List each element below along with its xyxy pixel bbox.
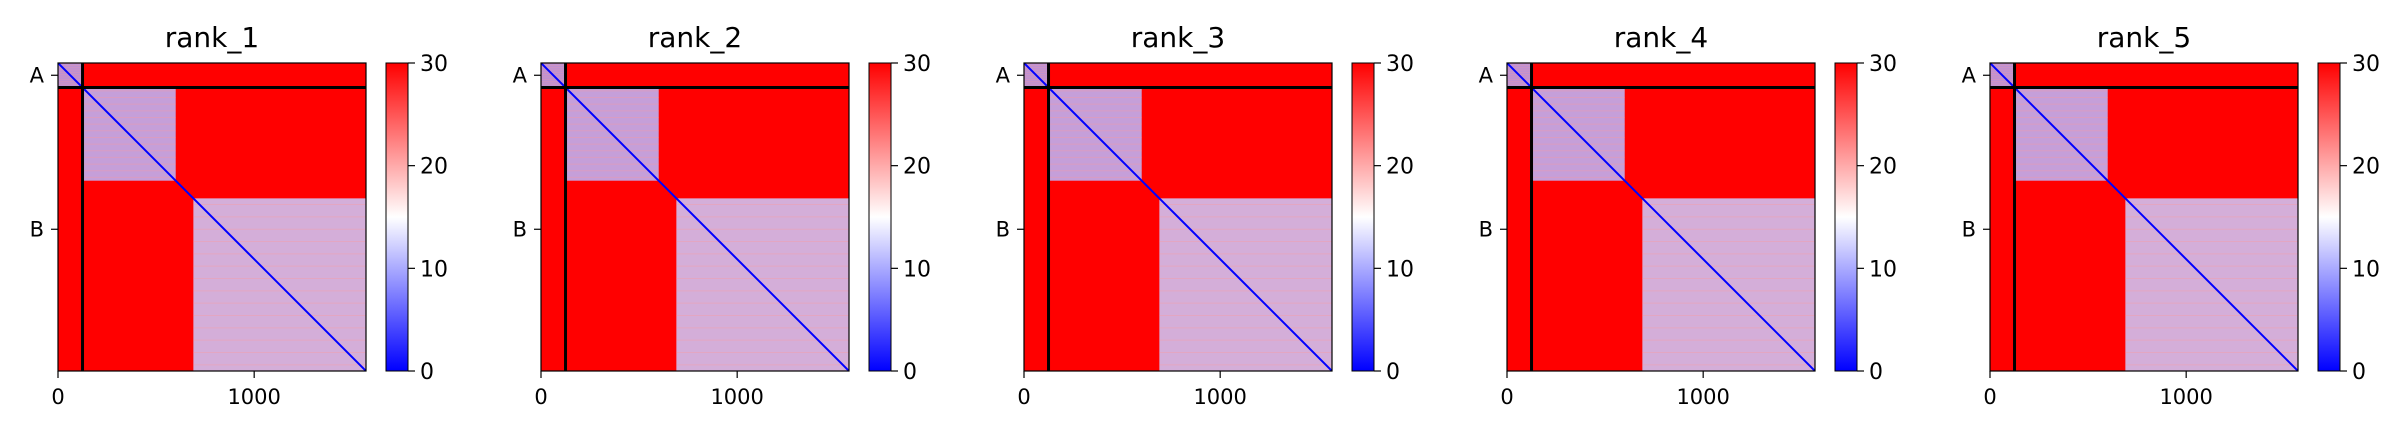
- x-tick-label: 0: [1017, 385, 1030, 409]
- colorbar-tick-label: 0: [1386, 360, 1400, 385]
- colorbar-tick-label: 0: [2352, 360, 2366, 385]
- heatmap-panel-4: rank_4 0 1000 A B 0 10 20 30: [1479, 21, 1897, 409]
- heatmap-block-stripes: [2125, 204, 2298, 366]
- heatmap-panel-5: rank_5 0 1000 A B 0 10 20 30: [1962, 21, 2380, 409]
- axes-frame: [57, 62, 367, 372]
- panel-title: rank_5: [2097, 21, 2191, 54]
- colorbar-tick-label: 0: [420, 360, 434, 385]
- y-tick-label: B: [513, 217, 527, 241]
- y-tick-label: B: [1962, 217, 1976, 241]
- axes-frame: [1506, 62, 1816, 372]
- heatmap-image: [58, 63, 366, 371]
- heatmap-diagonal: [1990, 63, 2298, 371]
- y-tick-label: A: [30, 63, 45, 87]
- x-tick-label: 1000: [1676, 385, 1729, 409]
- colorbar-tick-label: 20: [2352, 155, 2380, 180]
- heatmap-block-stripes: [1642, 204, 1815, 366]
- colorbar-tick-label: 20: [420, 155, 448, 180]
- colorbar-tick-label: 30: [1869, 52, 1897, 77]
- heatmap-image: [541, 63, 849, 371]
- x-tick-label: 1000: [227, 385, 280, 409]
- colorbar-tick-label: 30: [903, 52, 931, 77]
- colorbar: [1834, 62, 1858, 372]
- heatmap-diagonal: [58, 63, 366, 371]
- panel-title: rank_2: [648, 21, 742, 54]
- panel-title: rank_1: [165, 21, 259, 54]
- colorbar-tick-label: 30: [420, 52, 448, 77]
- colorbar: [868, 62, 892, 372]
- colorbar-tick-label: 30: [2352, 52, 2380, 77]
- heatmap-diagonal: [541, 63, 849, 371]
- x-tick-label: 1000: [1193, 385, 1246, 409]
- colorbar-tick-label: 30: [1386, 52, 1414, 77]
- heatmap-block-stripes: [565, 90, 659, 178]
- colorbar: [2317, 62, 2341, 372]
- heatmap-panel-3: rank_3 0 1000 A B 0 10 20 30: [996, 21, 1414, 409]
- heatmap-image: [1507, 63, 1815, 371]
- axes-frame: [540, 62, 850, 372]
- heatmap-image: [1024, 63, 1332, 371]
- heatmap-block-stripes: [676, 204, 849, 366]
- y-tick-label: A: [513, 63, 528, 87]
- colorbar-tick-label: 10: [420, 257, 448, 282]
- heatmap-panel-1: rank_1 0 1000 A B 0 10 20 30: [30, 21, 448, 409]
- colorbar: [1351, 62, 1375, 372]
- colorbar-tick-label: 20: [1869, 155, 1897, 180]
- colorbar-tick-label: 10: [1386, 257, 1414, 282]
- colorbar-tick-label: 20: [1386, 155, 1414, 180]
- colorbar-tick-label: 0: [903, 360, 917, 385]
- x-tick-label: 0: [1983, 385, 1996, 409]
- colorbar-tick-label: 10: [903, 257, 931, 282]
- heatmap-image: [1990, 63, 2298, 371]
- heatmap-block-stripes: [1048, 90, 1142, 178]
- colorbar: [385, 62, 409, 372]
- colorbar-tick-label: 20: [903, 155, 931, 180]
- colorbar-tick-label: 0: [1869, 360, 1883, 385]
- y-tick-label: A: [1962, 63, 1977, 87]
- panel-title: rank_3: [1131, 21, 1225, 54]
- heatmap-diagonal: [1507, 63, 1815, 371]
- colorbar-tick-label: 10: [2352, 257, 2380, 282]
- y-tick-label: B: [1479, 217, 1493, 241]
- panel-title: rank_4: [1614, 21, 1708, 54]
- heatmap-block-stripes: [1159, 204, 1332, 366]
- heatmap-block-stripes: [1531, 90, 1625, 178]
- y-tick-label: A: [996, 63, 1011, 87]
- heatmap-panel-2: rank_2 0 1000 A B 0 10 20 30: [513, 21, 931, 409]
- x-tick-label: 1000: [710, 385, 763, 409]
- y-tick-label: A: [1479, 63, 1494, 87]
- y-tick-label: B: [30, 217, 44, 241]
- x-tick-label: 1000: [2159, 385, 2212, 409]
- axes-frame: [1989, 62, 2299, 372]
- heatmap-block-stripes: [82, 90, 176, 178]
- heatmap-diagonal: [1024, 63, 1332, 371]
- x-tick-label: 0: [51, 385, 64, 409]
- axes-frame: [1023, 62, 1333, 372]
- heatmap-block-stripes: [193, 204, 366, 366]
- x-tick-label: 0: [534, 385, 547, 409]
- x-tick-label: 0: [1500, 385, 1513, 409]
- y-tick-label: B: [996, 217, 1010, 241]
- colorbar-tick-label: 10: [1869, 257, 1897, 282]
